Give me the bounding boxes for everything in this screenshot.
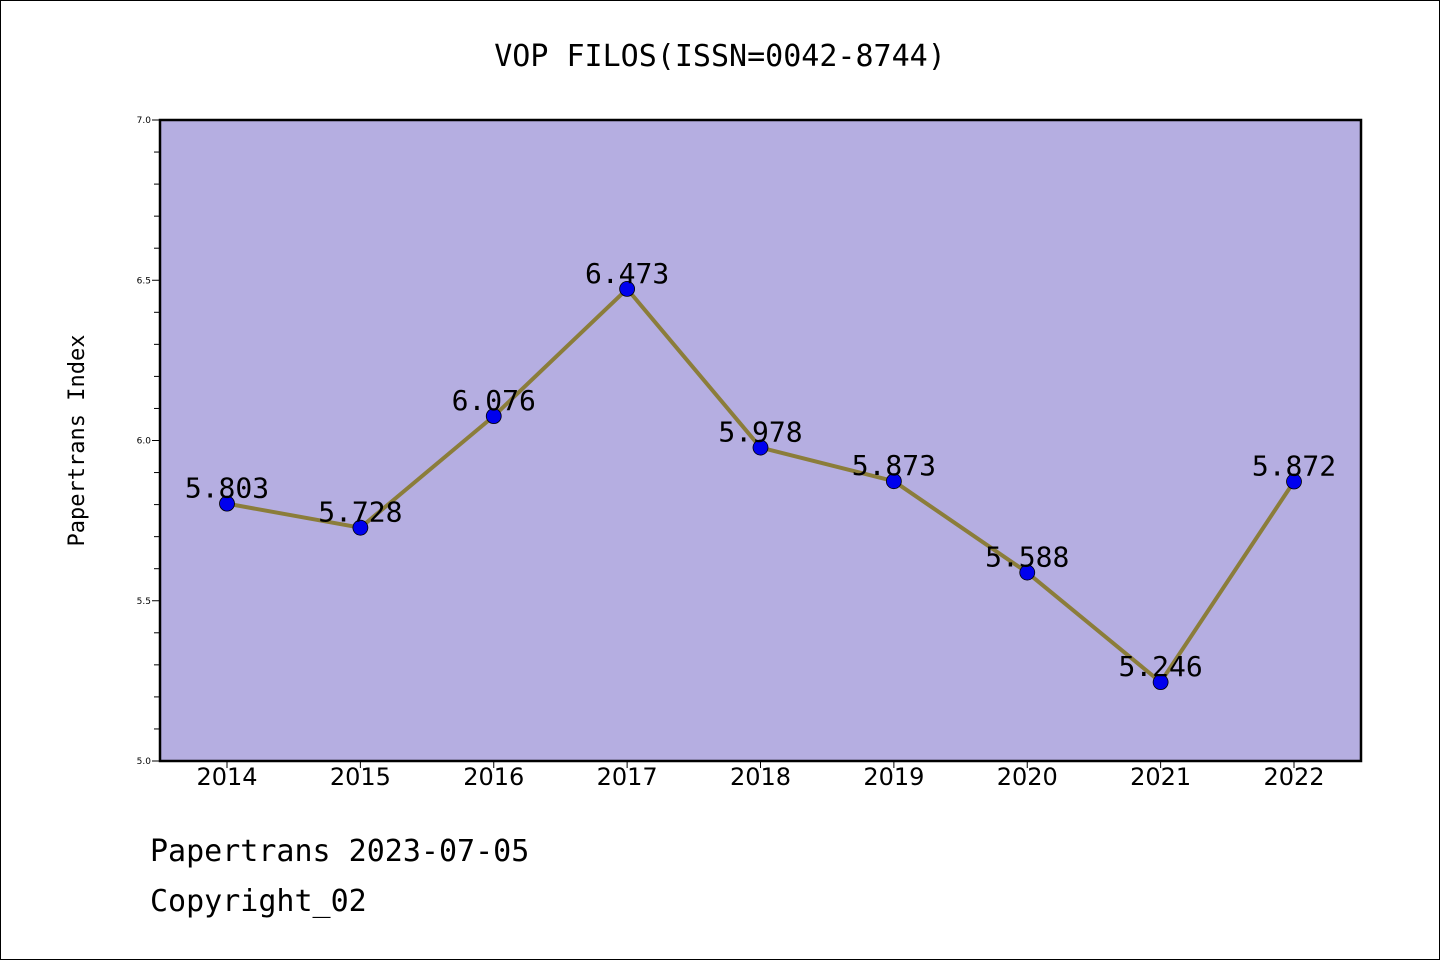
- y-tick-label: 5.5: [137, 597, 151, 607]
- x-tick-label: 2017: [597, 763, 658, 791]
- x-tick-label: 2018: [730, 763, 791, 791]
- y-tick-label: 6.0: [137, 437, 152, 447]
- data-value-label: 5.872: [1252, 450, 1336, 483]
- y-tick-label: 7.0: [137, 116, 152, 126]
- data-point-marker: [352, 519, 369, 536]
- data-value-label: 5.246: [1118, 650, 1202, 683]
- data-value-label: 5.588: [985, 541, 1069, 574]
- data-point-marker: [1152, 674, 1169, 691]
- y-axis-label: Papertrans Index: [65, 335, 90, 547]
- data-point-marker: [1019, 564, 1036, 581]
- data-point-marker: [219, 495, 235, 512]
- footer-date: Papertrans 2023-07-05: [150, 834, 530, 869]
- data-point-marker: [1286, 473, 1302, 490]
- x-tick-label: 2019: [863, 763, 924, 791]
- x-tick-label: 2016: [463, 763, 524, 791]
- x-tick-label: 2020: [997, 763, 1058, 791]
- plot-border: [158, 118, 1363, 763]
- y-tick-label: 6.5: [137, 276, 151, 286]
- data-value-label: 5.803: [185, 472, 269, 505]
- data-value-label: 5.978: [718, 416, 802, 449]
- x-tick-label: 2021: [1130, 763, 1191, 791]
- chart-title: VOP FILOS(ISSN=0042-8744): [494, 39, 946, 74]
- y-tick-label: 5.0: [137, 757, 152, 767]
- data-value-label: 6.076: [452, 384, 536, 417]
- x-tick-label: 2022: [1263, 763, 1324, 791]
- y-axis-ticks: 5.0 5.5 6.0 6.5 7.0: [137, 116, 160, 767]
- data-point-marker: [752, 439, 769, 456]
- data-labels: 5.803 5.728 6.076 6.473 5.978 5.873 5.588 5.246…: [185, 257, 1336, 683]
- data-point-marker: [485, 408, 502, 425]
- series-markers: [219, 281, 1302, 691]
- footer-copyright: Copyright_02: [150, 884, 367, 919]
- x-tick-label: 2015: [330, 763, 391, 791]
- x-tick-label: 2014: [196, 763, 257, 791]
- x-axis-ticks: 2014 2015 2016 2017 2018 2019 2020 2021 2022: [196, 760, 1325, 791]
- data-point-marker: [619, 281, 636, 297]
- data-value-label: 5.873: [852, 449, 936, 482]
- data-point-marker: [885, 473, 902, 490]
- data-value-label: 6.473: [585, 257, 669, 290]
- data-value-label: 5.728: [318, 496, 402, 529]
